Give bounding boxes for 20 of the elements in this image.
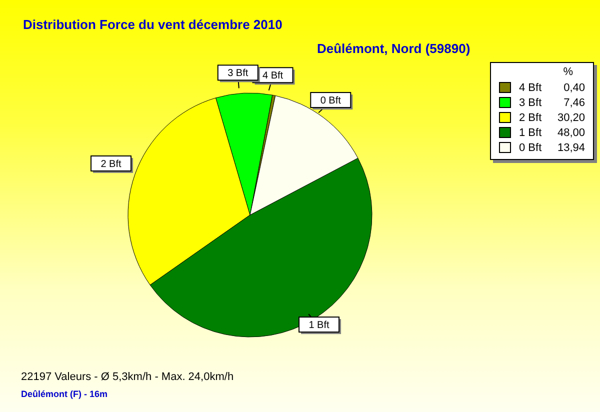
chart-subtitle: Deûlémont, Nord (59890) xyxy=(317,41,470,56)
data-label: 7,46 xyxy=(562,96,585,108)
slice-label: 4 Bft xyxy=(262,70,284,82)
legend-label: 3 Bft xyxy=(519,96,543,108)
slice-label: 0 Bft xyxy=(320,96,342,107)
slice-label: 1 Bft xyxy=(308,320,330,332)
data-label: 30,20 xyxy=(556,112,585,124)
legend-label: 1 Bft xyxy=(519,126,543,138)
text: 22197 Valeurs - Ø 5,3km/h - Max. 24,0km/h xyxy=(21,371,234,383)
legend-label: 0 Bft xyxy=(519,142,543,154)
legend-label: 2 Bft xyxy=(519,112,543,124)
slice-label: 3 Bft xyxy=(228,68,248,80)
text: Deûlémont (F) - 16m xyxy=(21,389,108,399)
slice-label: 2 Bft xyxy=(100,158,122,170)
chart-title: Distribution Force du vent décembre 2010 xyxy=(23,17,282,32)
legend-label: 4 Bft xyxy=(519,82,543,94)
data-label: 48,00 xyxy=(556,126,585,138)
data-label: 13,94 xyxy=(556,142,585,154)
legend-title: % xyxy=(562,66,574,78)
data-label: 0,40 xyxy=(562,82,585,94)
